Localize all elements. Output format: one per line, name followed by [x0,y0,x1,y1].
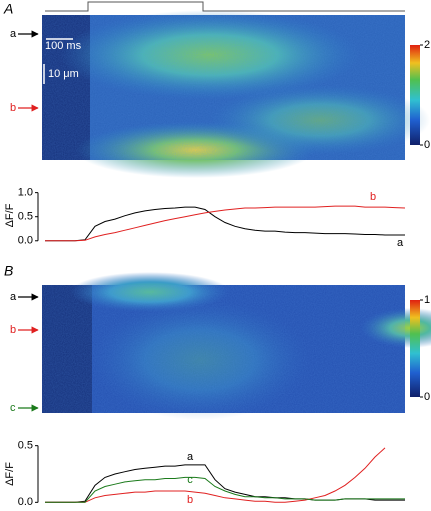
stimulus-trace [45,1,405,12]
y-tick-label: 0.0 [18,235,33,247]
trace [45,206,405,242]
colorbar-tick-label: 2 [424,39,430,51]
panel-label: A [3,1,13,17]
trace [45,476,405,503]
series-label: a [187,451,194,463]
series-label: a [397,237,404,249]
colorbar-b [410,300,420,397]
y-axis-label: ΔF/F [4,462,16,486]
colorbar-tick-label: 0 [424,391,430,403]
colorbar-a [410,45,420,145]
y-tick-label: 1.0 [18,187,33,199]
row-marker-label: b [10,102,16,114]
y-axis-label: ΔF/F [4,203,16,227]
row-marker-label: b [10,324,16,336]
trace [45,447,386,503]
colorbar-tick-label: 1 [424,294,430,306]
colorbar-tick-label: 0 [424,139,430,151]
y-tick-label: 0.5 [18,211,33,223]
trace [45,205,406,242]
series-label: b [187,494,193,506]
series-label: c [187,474,193,486]
row-marker-label: a [10,28,17,40]
space-scale-label: 10 μm [48,68,79,80]
y-tick-label: 0.0 [18,496,33,508]
row-marker-label: c [10,402,16,414]
y-tick-label: 0.5 [18,440,33,452]
panel-label: B [4,263,13,279]
series-label: b [370,191,376,203]
row-marker-label: a [10,291,17,303]
linescan-image-b [42,272,431,420]
linescan-image-a [42,10,430,178]
time-scale-label: 100 ms [45,40,82,52]
